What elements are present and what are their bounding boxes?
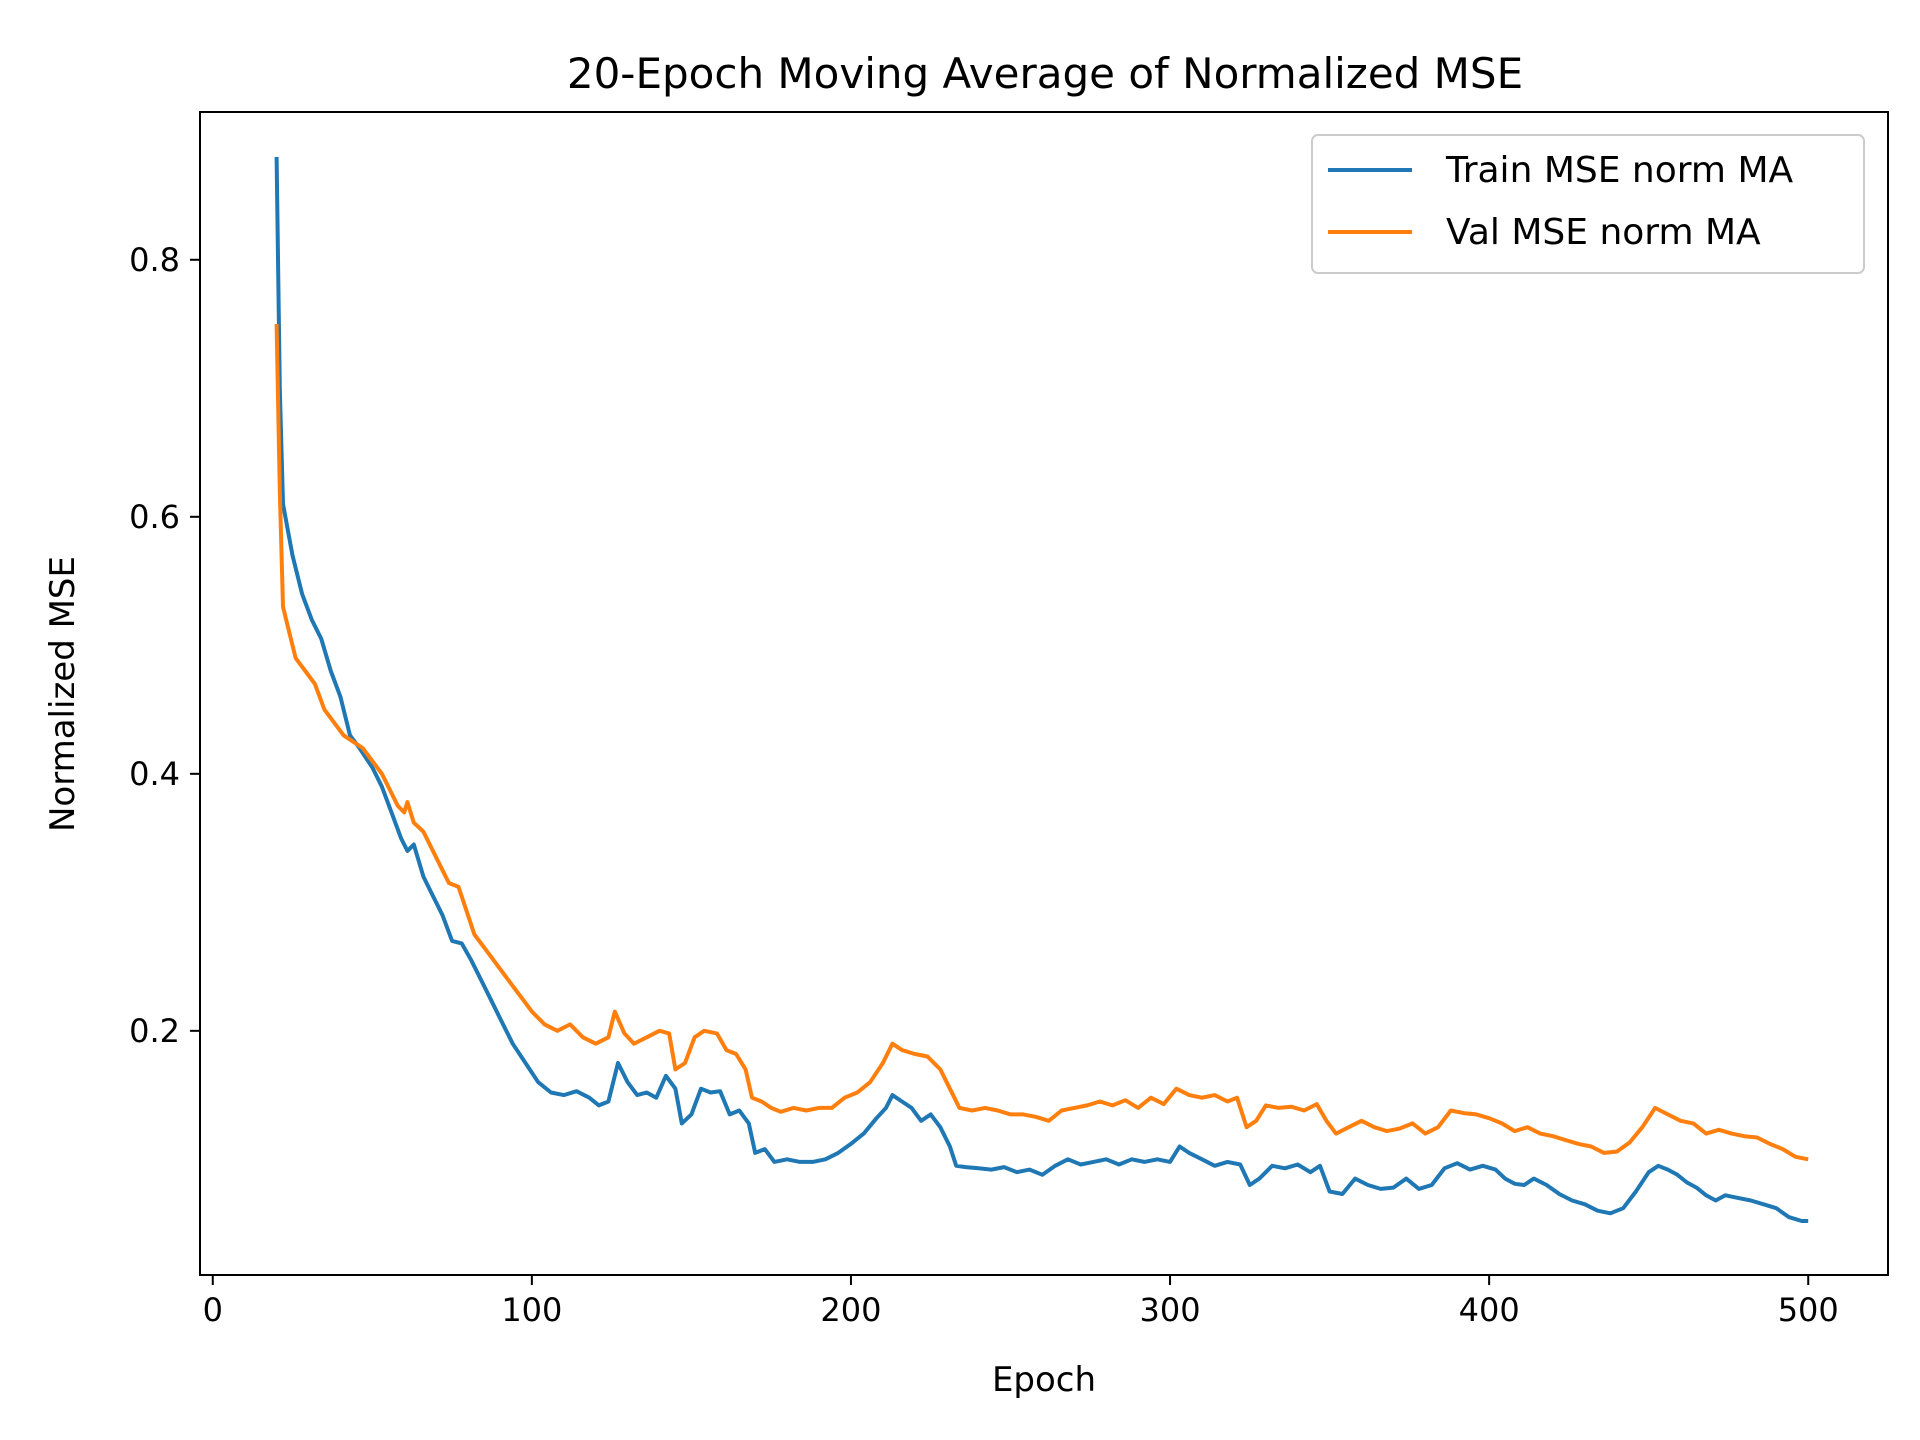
x-tick-label-0: 0 (203, 1291, 223, 1329)
y-tick-label-0: 0.2 (129, 1012, 180, 1050)
x-tick-label-2: 200 (820, 1291, 881, 1329)
legend-box (1311, 134, 1865, 274)
legend-label-train: Train MSE norm MA (1445, 150, 1794, 191)
y-tick-label-1: 0.4 (129, 755, 180, 793)
y-axis: 0.2 0.4 0.6 0.8 (129, 241, 200, 1050)
legend-label-val: Val MSE norm MA (1446, 212, 1761, 253)
chart-title: 20-Epoch Moving Average of Normalized MS… (567, 49, 1523, 98)
x-tick-label-3: 300 (1140, 1291, 1201, 1329)
y-axis-label: Normalized MSE (43, 556, 83, 832)
x-axis-label: Epoch (992, 1360, 1096, 1400)
plot-area (199, 111, 1889, 1276)
series-line-0 (274, 156, 1809, 1223)
x-axis: 0 100 200 300 400 500 (203, 1275, 1839, 1329)
series-layer (274, 156, 1809, 1223)
y-tick-label-3: 0.8 (129, 241, 180, 279)
x-tick-label-1: 100 (501, 1291, 562, 1329)
x-tick-label-4: 400 (1459, 1291, 1520, 1329)
x-tick-label-5: 500 (1778, 1291, 1839, 1329)
legend: Train MSE norm MA Val MSE norm MA (1311, 134, 1865, 274)
series-line-1 (274, 323, 1809, 1162)
y-tick-label-2: 0.6 (129, 498, 180, 536)
